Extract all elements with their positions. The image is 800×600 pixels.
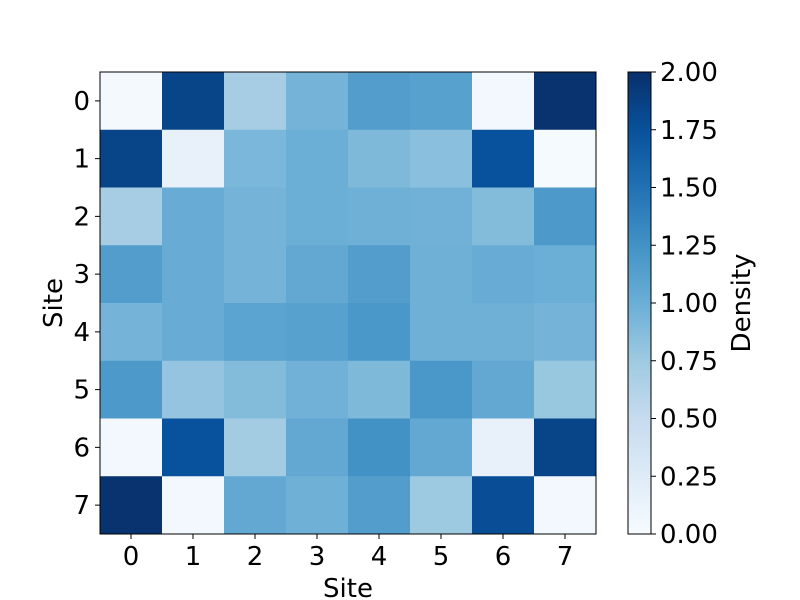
heatmap-cell xyxy=(286,360,349,419)
heatmap-cell xyxy=(472,476,535,535)
colorbar-tick-label: 0.00 xyxy=(660,520,718,550)
heatmap-cell xyxy=(286,129,349,188)
heatmap-cell xyxy=(100,476,163,535)
y-tick-label: 2 xyxy=(73,202,90,232)
heatmap-cell xyxy=(348,129,411,188)
heatmap-cell xyxy=(224,187,287,246)
heatmap-cell xyxy=(348,476,411,535)
heatmap-cell xyxy=(348,303,411,362)
heatmap-cell xyxy=(100,360,163,419)
heatmap-cell xyxy=(472,303,535,362)
colorbar-label: Density xyxy=(727,254,757,353)
heatmap-cell xyxy=(410,187,473,246)
heatmap-cell xyxy=(100,245,163,304)
heatmap-cell xyxy=(162,360,225,419)
colorbar-tick-label: 1.00 xyxy=(660,289,718,319)
heatmap-cell xyxy=(162,303,225,362)
y-tick-label: 7 xyxy=(73,491,90,521)
heatmap-cell xyxy=(410,72,473,131)
colorbar-tick-label: 2.00 xyxy=(660,58,718,88)
heatmap-cell xyxy=(534,476,597,535)
heatmap-cells xyxy=(100,72,597,535)
y-tick-label: 6 xyxy=(73,433,90,463)
heatmap-cell xyxy=(162,476,225,535)
heatmap-cell xyxy=(100,418,163,477)
colorbar-tick-label: 1.75 xyxy=(660,116,718,146)
x-axis-ticks: 0 1 2 3 4 5 6 7 xyxy=(123,534,574,572)
y-tick-label: 5 xyxy=(73,376,90,406)
heatmap-cell xyxy=(472,72,535,131)
y-tick-label: 3 xyxy=(73,260,90,290)
heatmap-cell xyxy=(286,187,349,246)
x-axis-label: Site xyxy=(323,574,373,600)
heatmap-cell xyxy=(224,129,287,188)
heatmap-cell xyxy=(348,360,411,419)
colorbar-tick-label: 1.25 xyxy=(660,231,718,261)
heatmap-cell xyxy=(348,72,411,131)
y-tick-label: 4 xyxy=(73,318,90,348)
heatmap-cell xyxy=(286,476,349,535)
colorbar-tick-label: 0.75 xyxy=(660,347,718,377)
x-tick-label: 7 xyxy=(557,542,574,572)
heatmap-cell xyxy=(534,303,597,362)
x-tick-label: 1 xyxy=(185,542,202,572)
heatmap-cell xyxy=(162,418,225,477)
heatmap-cell xyxy=(100,129,163,188)
heatmap-cell xyxy=(224,418,287,477)
heatmap-cell xyxy=(472,187,535,246)
heatmap-cell xyxy=(472,418,535,477)
colorbar-ticks: 0.00 0.25 0.50 0.75 1.00 1.25 1.50 1.75 2.00 xyxy=(651,58,718,550)
heatmap-cell xyxy=(286,72,349,131)
heatmap-cell xyxy=(224,476,287,535)
heatmap-cell xyxy=(534,360,597,419)
heatmap-cell xyxy=(162,245,225,304)
x-tick-label: 5 xyxy=(433,542,450,572)
heatmap-cell xyxy=(100,303,163,362)
heatmap-cell xyxy=(100,72,163,131)
heatmap-cell xyxy=(286,245,349,304)
heatmap-cell xyxy=(162,129,225,188)
colorbar-tick-label: 0.50 xyxy=(660,405,718,435)
colorbar-tick-label: 0.25 xyxy=(660,462,718,492)
x-tick-label: 6 xyxy=(495,542,512,572)
x-tick-label: 3 xyxy=(309,542,326,572)
heatmap-cell xyxy=(534,72,597,131)
colorbar-tick-label: 1.50 xyxy=(660,174,718,204)
heatmap-cell xyxy=(162,72,225,131)
plot-frame xyxy=(99,71,597,535)
heatmap-cell xyxy=(410,303,473,362)
heatmap-cell xyxy=(224,360,287,419)
y-axis-label: Site xyxy=(39,278,69,328)
heatmap-cell xyxy=(534,187,597,246)
heatmap-cell xyxy=(472,245,535,304)
y-tick-label: 0 xyxy=(73,87,90,117)
heatmap-cell xyxy=(224,72,287,131)
x-tick-label: 0 xyxy=(123,542,140,572)
heatmap-cell xyxy=(224,245,287,304)
x-tick-label: 4 xyxy=(371,542,388,572)
heatmap-cell xyxy=(162,187,225,246)
heatmap-cell xyxy=(348,187,411,246)
heatmap-cell xyxy=(286,303,349,362)
x-tick-label: 2 xyxy=(247,542,264,572)
heatmap-cell xyxy=(410,245,473,304)
heatmap-cell xyxy=(348,418,411,477)
heatmap-cell xyxy=(472,360,535,419)
colorbar xyxy=(627,71,652,535)
heatmap-cell xyxy=(100,187,163,246)
heatmap-cell xyxy=(348,245,411,304)
heatmap-cell xyxy=(534,245,597,304)
y-axis-ticks: 0 1 2 3 4 5 6 7 xyxy=(73,87,100,521)
y-tick-label: 1 xyxy=(73,145,90,175)
heatmap-cell xyxy=(410,418,473,477)
heatmap-cell xyxy=(534,129,597,188)
heatmap-cell xyxy=(224,303,287,362)
heatmap-cell xyxy=(410,476,473,535)
heatmap-cell xyxy=(286,418,349,477)
heatmap-cell xyxy=(534,418,597,477)
heatmap-cell xyxy=(472,129,535,188)
heatmap-cell xyxy=(410,129,473,188)
heatmap-cell xyxy=(410,360,473,419)
